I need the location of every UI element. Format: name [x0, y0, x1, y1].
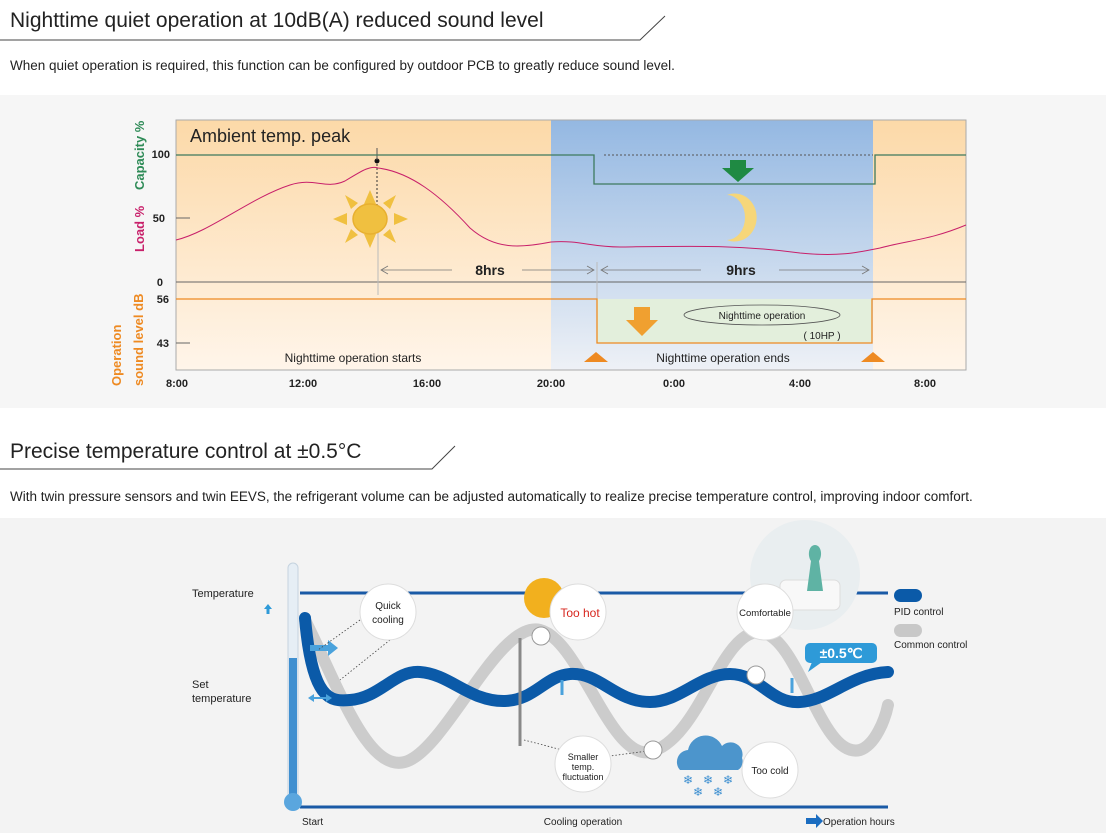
day-span-label: 8hrs: [475, 262, 505, 278]
svg-text:43: 43: [157, 338, 169, 350]
section-description-temperature: With twin pressure sensors and twin EEVS…: [10, 489, 973, 504]
night-span-label: 9hrs: [726, 262, 756, 278]
svg-text:8:00: 8:00: [914, 378, 936, 390]
svg-text:0:00: 0:00: [663, 378, 685, 390]
capacity-10hp-label: ( 10HP ): [803, 331, 840, 342]
load-curve: [175, 166, 967, 255]
svg-text:4:00: 4:00: [789, 378, 811, 390]
quiet-operation-diagram: Ambient temp. peak 8hrs 9hrs Nighttime o…: [109, 119, 967, 390]
set-temperature-label-2: temperature: [192, 693, 251, 705]
svg-text:❄: ❄: [703, 773, 713, 787]
common-control-wave: [299, 614, 894, 769]
quick-cooling-text-1: Quick: [375, 601, 402, 612]
title-underline-2: [0, 445, 456, 470]
pid-control-wave: [299, 612, 894, 709]
smaller-fluctuation-bubble: [554, 735, 612, 793]
svg-text:50: 50: [153, 213, 165, 225]
nighttime-ends-label: Nighttime operation ends: [656, 351, 789, 365]
svg-text:100: 100: [152, 149, 170, 161]
legend-pid-label: PID control: [894, 607, 943, 618]
svg-text:0: 0: [157, 277, 163, 289]
sound-axis-label-2: sound level dB: [131, 294, 146, 386]
too-hot-text: Too hot: [560, 606, 600, 620]
morning-region: [873, 120, 966, 370]
span-arrows: [380, 265, 870, 275]
nighttime-starts-label: Nighttime operation starts: [285, 351, 422, 365]
thermometer-icon: [284, 562, 302, 811]
svg-text:20:00: 20:00: [537, 378, 565, 390]
x-start-label: Start: [302, 817, 323, 828]
too-cold-bubble: [741, 741, 799, 799]
sun-icon: [333, 190, 408, 248]
section-title-temperature-control: Precise temperature control at ±0.5°C: [10, 440, 362, 463]
set-temperature-label-1: Set: [192, 679, 209, 691]
svg-text:8:00: 8:00: [166, 378, 188, 390]
day-region: [176, 120, 551, 370]
moon-icon: [727, 193, 757, 242]
sound-level-line: [176, 298, 966, 344]
too-hot-bubble: [549, 583, 607, 641]
x-axis-ticks: 8:00 12:00 16:00 20:00 0:00 4:00 8:00: [166, 378, 936, 390]
comfortable-text: Comfortable: [739, 608, 791, 619]
capacity-line: [176, 154, 966, 185]
y-axis-ticks: 100 50 0 56 43: [152, 149, 170, 350]
quick-cooling-text-2: cooling: [372, 615, 404, 626]
end-marker-icon: [861, 352, 885, 362]
set-temp-arrow-icon: [308, 694, 332, 702]
svg-text:❄: ❄: [683, 773, 693, 787]
quick-cooling-arrow-icon: [310, 640, 338, 656]
capacity-down-arrow-icon: [722, 160, 754, 182]
temperature-axis-label: Temperature: [192, 588, 254, 600]
smaller-text-1: Smaller: [568, 752, 599, 762]
smaller-text-3: fluctuation: [562, 772, 603, 782]
section-description-quiet: When quiet operation is required, this f…: [10, 58, 675, 73]
too-cold-text: Too cold: [751, 766, 788, 777]
svg-text:16:00: 16:00: [413, 378, 441, 390]
capacity-axis-label: Capacity %: [132, 120, 147, 190]
precision-text: ±0.5℃: [820, 645, 863, 661]
right-arrow-icon: [806, 814, 823, 828]
start-marker-icon: [584, 352, 608, 362]
section-title-quiet-operation: Nighttime quiet operation at 10dB(A) red…: [10, 9, 544, 32]
load-axis-label: Load %: [132, 205, 147, 252]
svg-text:❄: ❄: [713, 785, 723, 799]
legend-common-label: Common control: [894, 640, 967, 651]
svg-text:12:00: 12:00: [289, 378, 317, 390]
x-middle-label: Cooling operation: [544, 817, 622, 828]
up-arrow-icon: [264, 604, 272, 614]
smaller-text-2: temp.: [572, 762, 595, 772]
nighttime-operation-label: Nighttime operation: [719, 311, 806, 322]
svg-text:❄: ❄: [723, 773, 733, 787]
ambient-peak-label: Ambient temp. peak: [190, 126, 351, 146]
precision-badge: ±0.5℃: [805, 643, 877, 672]
svg-text:❄: ❄: [693, 785, 703, 799]
legend-pid-swatch: [894, 589, 922, 602]
x-end-label: Operation hours: [823, 817, 895, 828]
sound-down-arrow-icon: [626, 307, 658, 336]
title-underline-1: [0, 15, 666, 41]
legend-common-swatch: [894, 624, 922, 637]
diagram-frame: [175, 119, 967, 371]
svg-text:56: 56: [157, 294, 169, 306]
sound-axis-label-1: Operation: [109, 325, 124, 386]
peak-marker: [374, 158, 380, 164]
comfortable-bubble: [736, 583, 794, 641]
snow-cloud-icon: ❄ ❄ ❄❄ ❄: [676, 735, 743, 799]
quick-cooling-bubble: [359, 583, 417, 641]
